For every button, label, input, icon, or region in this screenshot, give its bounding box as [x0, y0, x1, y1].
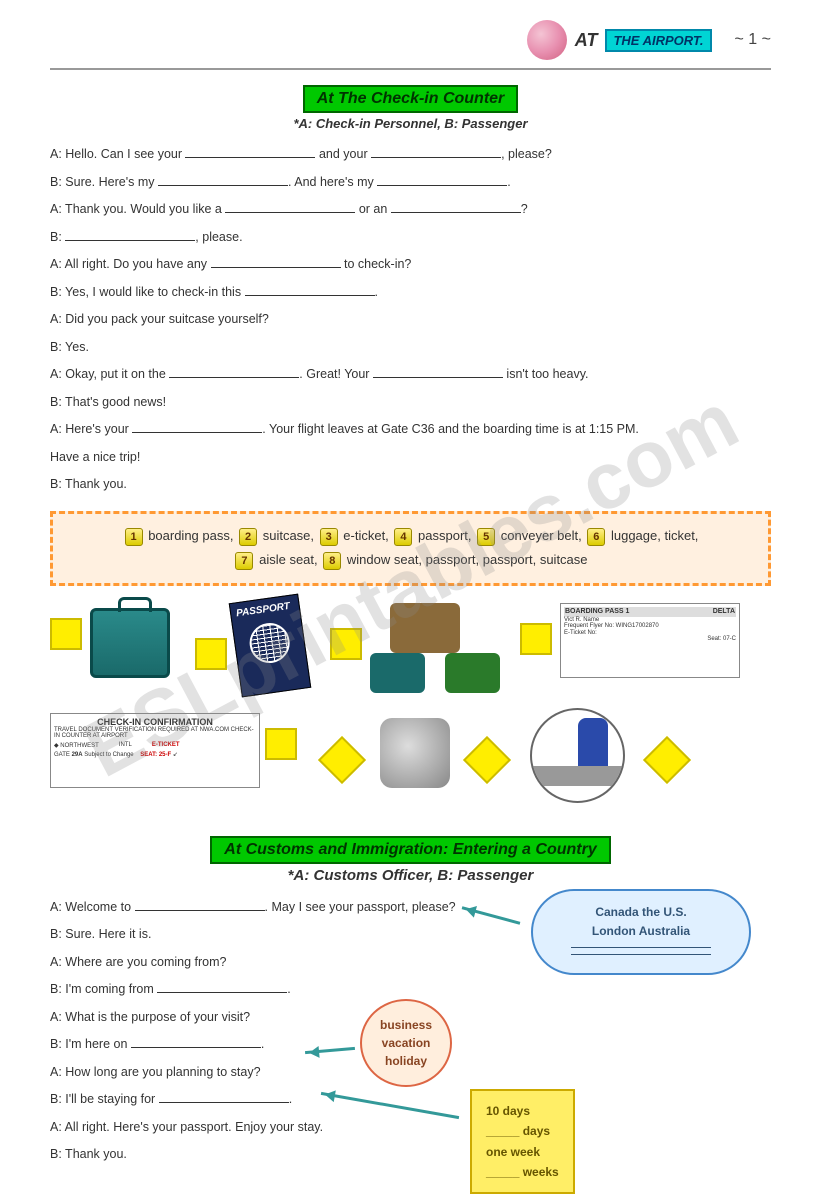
seat-image — [380, 718, 450, 788]
dialogue-1: A: Hello. Can I see your and your , plea… — [50, 141, 771, 499]
answer-diamond-1[interactable] — [318, 736, 366, 784]
answer-box-2[interactable] — [195, 638, 227, 670]
answer-box-1[interactable] — [50, 618, 82, 650]
badge-1: 1 — [125, 528, 143, 546]
badge-5: 5 — [477, 528, 495, 546]
purpose-bubble: business vacation holiday — [360, 999, 452, 1087]
badge-3: 3 — [320, 528, 338, 546]
section2-title: At Customs and Immigration: Entering a C… — [50, 836, 771, 864]
luggage-image — [370, 603, 500, 693]
badge-8: 8 — [323, 552, 341, 570]
badge-7: 7 — [235, 552, 253, 570]
answer-diamond-3[interactable] — [643, 736, 691, 784]
answer-box-5[interactable] — [265, 728, 297, 760]
passport-image: PASSPORT — [235, 598, 305, 693]
eticket-image: CHECK-IN CONFIRMATION TRAVEL DOCUMENT VE… — [50, 713, 260, 788]
boarding-pass-image: BOARDING PASS 1 DELTA Vict R. Name Frequ… — [560, 603, 740, 678]
section2-title-text: At Customs and Immigration: Entering a C… — [210, 836, 610, 864]
answer-box-4[interactable] — [520, 623, 552, 655]
duration-box: 10 days _____ days one week _____ weeks — [470, 1089, 575, 1194]
answer-box-3[interactable] — [330, 628, 362, 660]
countries-cloud: Canada the U.S. London Australia — [531, 889, 751, 975]
badge-6: 6 — [587, 528, 605, 546]
badge-4: 4 — [394, 528, 412, 546]
answer-diamond-2[interactable] — [463, 736, 511, 784]
page-header: AT THE AIRPORT. ~ 1 ~ — [50, 20, 771, 70]
wordbank: 1 boarding pass, 2 suitcase, 3 e-ticket,… — [50, 511, 771, 586]
section2-subtitle: *A: Customs Officer, B: Passenger — [50, 867, 771, 884]
suitcase-image — [90, 608, 170, 678]
header-at: AT — [575, 30, 598, 51]
globe-icon — [527, 20, 567, 60]
conveyor-image — [530, 708, 625, 803]
arrow-1 — [462, 906, 521, 924]
images-row: PASSPORT BOARDING PASS 1 DELTA Vict R. N… — [50, 598, 771, 828]
badge-2: 2 — [239, 528, 257, 546]
header-airport: THE AIRPORT. — [605, 29, 711, 52]
page-number: ~ 1 ~ — [735, 31, 771, 49]
section1-subtitle: *A: Check-in Personnel, B: Passenger — [50, 116, 771, 131]
section1-title: At The Check-in Counter — [50, 85, 771, 113]
section1-title-text: At The Check-in Counter — [303, 85, 519, 113]
